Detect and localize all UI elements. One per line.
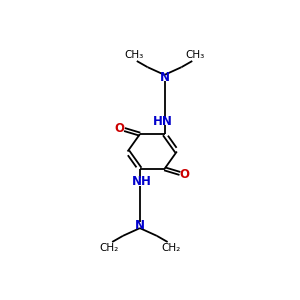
Text: CH₂: CH₂ [161,243,180,253]
Text: CH₃: CH₃ [124,50,143,60]
Text: NH: NH [131,176,152,188]
Text: O: O [179,168,190,181]
Text: CH₂: CH₂ [100,243,119,253]
Text: HN: HN [153,115,173,128]
Text: N: N [160,71,170,85]
Text: CH₃: CH₃ [186,50,205,60]
Text: O: O [115,122,125,135]
Text: N: N [135,218,145,232]
